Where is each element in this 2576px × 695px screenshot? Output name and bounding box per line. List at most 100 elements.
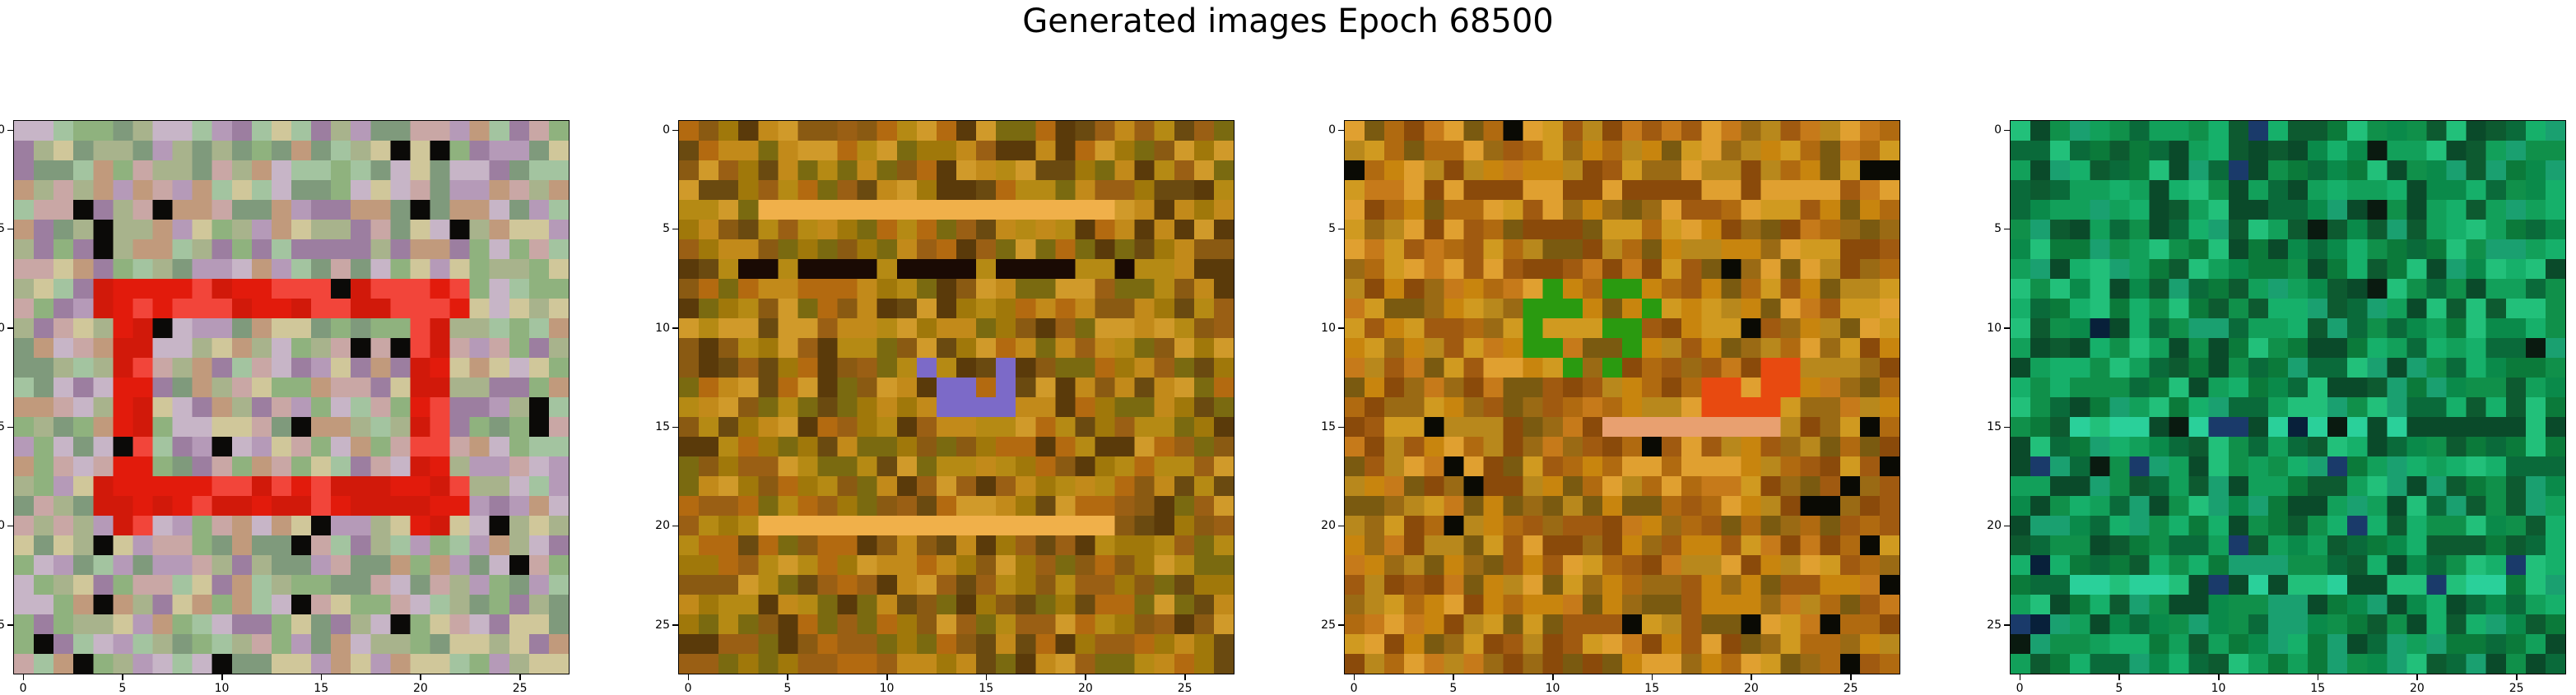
x-tick-label: 0 bbox=[684, 682, 692, 695]
x-tick-label: 5 bbox=[783, 682, 792, 695]
y-tick-label: 20 bbox=[0, 519, 5, 533]
x-tick-mark bbox=[1353, 674, 1355, 680]
x-tick-mark bbox=[2019, 674, 2021, 680]
y-tick-label: 10 bbox=[0, 321, 5, 335]
generated-image-sample-3 bbox=[1344, 120, 1900, 674]
x-tick-label: 10 bbox=[214, 682, 230, 695]
y-tick-mark bbox=[672, 525, 678, 527]
y-tick-label: 5 bbox=[0, 222, 5, 236]
image-panel-sample-1: 0 0 5 5 10 10 15 15 20 20 25 25 bbox=[0, 120, 570, 694]
y-tick-label: 0 bbox=[0, 123, 5, 137]
y-tick-mark bbox=[2004, 525, 2010, 527]
x-tick-mark bbox=[1453, 674, 1454, 680]
x-tick-label: 10 bbox=[1545, 682, 1560, 695]
x-tick-mark bbox=[519, 674, 521, 680]
x-tick-mark bbox=[420, 674, 421, 680]
image-panel-sample-2: 0 0 5 5 10 10 15 15 20 20 25 25 bbox=[655, 120, 1235, 694]
x-tick-mark bbox=[2416, 674, 2418, 680]
x-tick-label: 20 bbox=[1744, 682, 1759, 695]
x-tick-label: 20 bbox=[1078, 682, 1093, 695]
x-tick-mark bbox=[687, 674, 690, 680]
x-tick-label: 15 bbox=[314, 682, 329, 695]
x-tick-mark bbox=[2516, 674, 2518, 680]
y-tick-mark bbox=[7, 525, 13, 527]
y-tick-label: 20 bbox=[655, 519, 670, 533]
y-tick-label: 0 bbox=[1328, 123, 1336, 137]
x-tick-label: 15 bbox=[2310, 682, 2326, 695]
x-tick-label: 20 bbox=[2410, 682, 2425, 695]
y-tick-label: 15 bbox=[1987, 420, 2002, 434]
x-tick-mark bbox=[122, 674, 123, 680]
y-tick-mark bbox=[672, 228, 678, 230]
y-tick-mark bbox=[7, 426, 13, 429]
y-tick-label: 10 bbox=[655, 321, 670, 335]
y-tick-mark bbox=[1338, 327, 1344, 329]
x-tick-mark bbox=[320, 674, 323, 680]
y-tick-mark bbox=[1338, 129, 1344, 132]
x-tick-mark bbox=[1552, 674, 1554, 680]
y-tick-label: 10 bbox=[1987, 321, 2002, 335]
generated-image-sample-2 bbox=[678, 120, 1235, 674]
x-tick-mark bbox=[886, 674, 888, 680]
x-tick-label: 5 bbox=[1449, 682, 1458, 695]
x-tick-mark bbox=[1850, 674, 1852, 680]
x-tick-label: 0 bbox=[1350, 682, 1358, 695]
y-tick-mark bbox=[1338, 426, 1344, 429]
y-tick-mark bbox=[672, 624, 678, 626]
x-tick-mark bbox=[1651, 674, 1653, 680]
image-panel-sample-3: 0 0 5 5 10 10 15 15 20 20 25 25 bbox=[1321, 120, 1900, 694]
x-tick-label: 5 bbox=[2115, 682, 2123, 695]
x-tick-mark bbox=[1184, 674, 1186, 680]
x-tick-mark bbox=[22, 674, 25, 680]
y-tick-mark bbox=[7, 624, 13, 626]
x-tick-label: 5 bbox=[119, 682, 127, 695]
y-tick-label: 25 bbox=[1321, 618, 1336, 632]
y-tick-label: 10 bbox=[1321, 321, 1336, 335]
y-tick-mark bbox=[2004, 624, 2010, 626]
x-tick-label: 25 bbox=[512, 682, 528, 695]
y-tick-mark bbox=[2004, 426, 2010, 429]
x-tick-label: 0 bbox=[19, 682, 27, 695]
y-tick-label: 25 bbox=[1987, 618, 2002, 632]
y-tick-mark bbox=[2004, 228, 2010, 230]
y-tick-mark bbox=[7, 228, 13, 230]
figure-title: Generated images Epoch 68500 bbox=[1022, 2, 1554, 40]
x-tick-label: 15 bbox=[1644, 682, 1660, 695]
x-tick-mark bbox=[787, 674, 788, 680]
y-tick-label: 25 bbox=[0, 618, 5, 632]
y-tick-mark bbox=[1338, 525, 1344, 527]
generated-image-sample-1 bbox=[13, 120, 570, 674]
y-tick-mark bbox=[7, 327, 13, 329]
x-tick-mark bbox=[221, 674, 223, 680]
y-tick-label: 15 bbox=[655, 420, 670, 434]
x-tick-mark bbox=[2118, 674, 2120, 680]
y-tick-mark bbox=[1338, 228, 1344, 230]
x-tick-mark bbox=[1751, 674, 1752, 680]
x-tick-mark bbox=[2218, 674, 2220, 680]
y-tick-label: 5 bbox=[1328, 222, 1336, 236]
x-tick-label: 0 bbox=[2016, 682, 2024, 695]
generated-image-sample-4 bbox=[2010, 120, 2566, 674]
y-tick-label: 15 bbox=[0, 420, 5, 434]
y-tick-mark bbox=[1338, 624, 1344, 626]
y-tick-label: 20 bbox=[1321, 519, 1336, 533]
y-tick-mark bbox=[7, 129, 13, 132]
x-tick-mark bbox=[985, 674, 988, 680]
y-tick-label: 20 bbox=[1987, 519, 2002, 533]
y-tick-mark bbox=[672, 327, 678, 329]
x-tick-label: 10 bbox=[879, 682, 895, 695]
x-tick-label: 15 bbox=[979, 682, 994, 695]
y-tick-label: 15 bbox=[1321, 420, 1336, 434]
x-tick-label: 20 bbox=[413, 682, 428, 695]
x-tick-label: 25 bbox=[1177, 682, 1193, 695]
y-tick-label: 0 bbox=[663, 123, 670, 137]
y-tick-label: 5 bbox=[1994, 222, 2002, 236]
x-tick-mark bbox=[1085, 674, 1086, 680]
x-tick-label: 25 bbox=[1843, 682, 1858, 695]
y-tick-mark bbox=[672, 426, 678, 429]
y-tick-label: 25 bbox=[655, 618, 670, 632]
y-tick-mark bbox=[2004, 129, 2010, 132]
x-tick-mark bbox=[2317, 674, 2319, 680]
y-tick-label: 0 bbox=[1994, 123, 2002, 137]
y-tick-mark bbox=[2004, 327, 2010, 329]
